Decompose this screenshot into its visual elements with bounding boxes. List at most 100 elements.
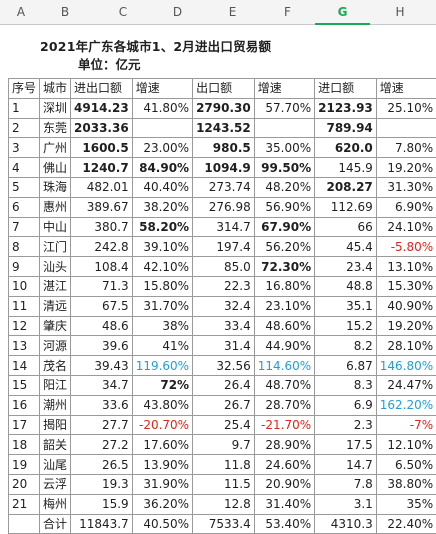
- cell-import-growth[interactable]: 13.10%: [376, 257, 436, 277]
- cell-import[interactable]: 45.4: [315, 237, 377, 257]
- cell-total-growth[interactable]: 13.90%: [132, 455, 192, 475]
- cell-city[interactable]: 河源: [40, 336, 71, 356]
- cell-import-growth[interactable]: 24.47%: [376, 375, 436, 395]
- cell-export[interactable]: 25.4: [193, 415, 255, 435]
- cell-total-growth[interactable]: 84.90%: [132, 158, 192, 178]
- cell-export-growth[interactable]: 67.90%: [254, 217, 314, 237]
- cell-import[interactable]: 6.9: [315, 395, 377, 415]
- cell-export-growth[interactable]: 56.90%: [254, 197, 314, 217]
- header-cell-total-growth[interactable]: 增速: [132, 79, 192, 99]
- cell-total-growth[interactable]: [132, 118, 192, 138]
- cell-index[interactable]: 10: [9, 276, 40, 296]
- cell-index[interactable]: 20: [9, 474, 40, 494]
- cell-total[interactable]: 11843.7: [71, 514, 133, 534]
- cell-import-growth[interactable]: 15.30%: [376, 276, 436, 296]
- cell-city[interactable]: 肇庆: [40, 316, 71, 336]
- cell-total[interactable]: 33.6: [71, 395, 133, 415]
- cell-total[interactable]: 26.5: [71, 455, 133, 475]
- cell-total-growth[interactable]: 40.40%: [132, 177, 192, 197]
- cell-index[interactable]: 5: [9, 177, 40, 197]
- cell-total-growth[interactable]: -20.70%: [132, 415, 192, 435]
- cell-export[interactable]: 314.7: [193, 217, 255, 237]
- cell-total[interactable]: 1240.7: [71, 158, 133, 178]
- column-header-g[interactable]: G: [315, 0, 370, 24]
- cell-city[interactable]: 梅州: [40, 494, 71, 514]
- cell-export-growth[interactable]: 114.60%: [254, 356, 314, 376]
- cell-export[interactable]: 1094.9: [193, 158, 255, 178]
- cell-city[interactable]: 清远: [40, 296, 71, 316]
- cell-city[interactable]: 惠州: [40, 197, 71, 217]
- cell-total[interactable]: 108.4: [71, 257, 133, 277]
- cell-export-growth[interactable]: 72.30%: [254, 257, 314, 277]
- cell-total[interactable]: 67.5: [71, 296, 133, 316]
- cell-total-growth[interactable]: 15.80%: [132, 276, 192, 296]
- cell-index[interactable]: [9, 514, 40, 534]
- cell-total[interactable]: 482.01: [71, 177, 133, 197]
- cell-total-growth[interactable]: 36.20%: [132, 494, 192, 514]
- column-header-d[interactable]: D: [150, 0, 205, 24]
- cell-city[interactable]: 佛山: [40, 158, 71, 178]
- header-cell-total[interactable]: 进出口额: [71, 79, 133, 99]
- cell-export-growth[interactable]: 48.60%: [254, 316, 314, 336]
- cell-index[interactable]: 19: [9, 455, 40, 475]
- cell-import[interactable]: 7.8: [315, 474, 377, 494]
- cell-city[interactable]: 汕尾: [40, 455, 71, 475]
- header-cell-import-growth[interactable]: 增速: [376, 79, 436, 99]
- cell-export[interactable]: 197.4: [193, 237, 255, 257]
- cell-import[interactable]: 4310.3: [315, 514, 377, 534]
- cell-total[interactable]: 71.3: [71, 276, 133, 296]
- cell-total-growth[interactable]: 40.50%: [132, 514, 192, 534]
- cell-total-growth[interactable]: 38.20%: [132, 197, 192, 217]
- cell-import[interactable]: 789.94: [315, 118, 377, 138]
- cell-import-growth[interactable]: 31.30%: [376, 177, 436, 197]
- cell-import-growth[interactable]: 6.90%: [376, 197, 436, 217]
- cell-total[interactable]: 48.6: [71, 316, 133, 336]
- cell-export[interactable]: 26.7: [193, 395, 255, 415]
- cell-total-growth[interactable]: 31.90%: [132, 474, 192, 494]
- cell-import[interactable]: 6.87: [315, 356, 377, 376]
- cell-import[interactable]: 8.2: [315, 336, 377, 356]
- cell-total-growth[interactable]: 43.80%: [132, 395, 192, 415]
- cell-import-growth[interactable]: 24.10%: [376, 217, 436, 237]
- cell-total[interactable]: 39.6: [71, 336, 133, 356]
- cell-export[interactable]: 22.3: [193, 276, 255, 296]
- cell-export[interactable]: 12.8: [193, 494, 255, 514]
- cell-total-growth[interactable]: 38%: [132, 316, 192, 336]
- column-header-f[interactable]: F: [260, 0, 315, 24]
- cell-export[interactable]: 31.4: [193, 336, 255, 356]
- cell-import[interactable]: 145.9: [315, 158, 377, 178]
- cell-total[interactable]: 1600.5: [71, 138, 133, 158]
- cell-total-growth[interactable]: 17.60%: [132, 435, 192, 455]
- cell-export-growth[interactable]: 44.90%: [254, 336, 314, 356]
- cell-city[interactable]: 云浮: [40, 474, 71, 494]
- cell-export[interactable]: 276.98: [193, 197, 255, 217]
- cell-import-growth[interactable]: 6.50%: [376, 455, 436, 475]
- cell-total[interactable]: 4914.23: [71, 98, 133, 118]
- cell-export-growth[interactable]: 53.40%: [254, 514, 314, 534]
- column-header-e[interactable]: E: [205, 0, 260, 24]
- cell-index[interactable]: 14: [9, 356, 40, 376]
- cell-export-growth[interactable]: 28.90%: [254, 435, 314, 455]
- cell-city[interactable]: 中山: [40, 217, 71, 237]
- cell-index[interactable]: 16: [9, 395, 40, 415]
- header-cell-import[interactable]: 进口额: [315, 79, 377, 99]
- cell-import[interactable]: 48.8: [315, 276, 377, 296]
- cell-export[interactable]: 11.8: [193, 455, 255, 475]
- header-cell-export-growth[interactable]: 增速: [254, 79, 314, 99]
- sheet-title[interactable]: 2021年广东各城市1、2月进出口贸易额: [40, 36, 271, 55]
- cell-import-growth[interactable]: 19.20%: [376, 316, 436, 336]
- cell-import[interactable]: 14.7: [315, 455, 377, 475]
- cell-city[interactable]: 揭阳: [40, 415, 71, 435]
- cell-index[interactable]: 21: [9, 494, 40, 514]
- cell-export-growth[interactable]: 31.40%: [254, 494, 314, 514]
- cell-export-growth[interactable]: -21.70%: [254, 415, 314, 435]
- cell-export-growth[interactable]: 99.50%: [254, 158, 314, 178]
- cell-export[interactable]: 85.0: [193, 257, 255, 277]
- cell-total-growth[interactable]: 58.20%: [132, 217, 192, 237]
- cell-export-growth[interactable]: [254, 118, 314, 138]
- cell-import[interactable]: 2.3: [315, 415, 377, 435]
- cell-total[interactable]: 19.3: [71, 474, 133, 494]
- cell-import[interactable]: 208.27: [315, 177, 377, 197]
- cell-import-growth[interactable]: 25.10%: [376, 98, 436, 118]
- cell-total[interactable]: 27.7: [71, 415, 133, 435]
